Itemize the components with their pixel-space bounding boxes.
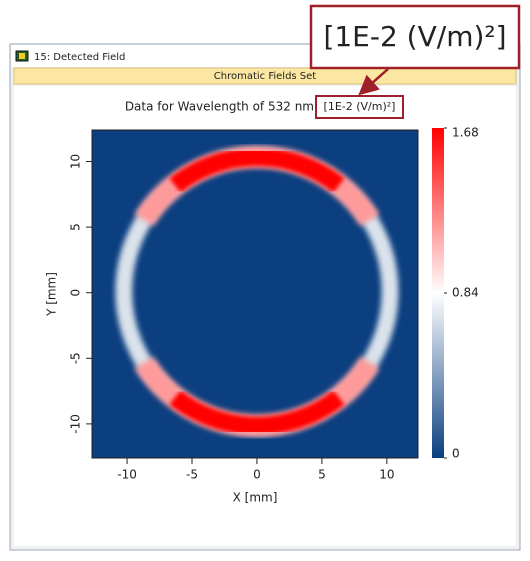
callout-arrow <box>358 68 389 96</box>
y-axis-label: Y [mm] <box>45 272 59 317</box>
window-icon-center <box>19 53 25 59</box>
x-axis-label: X [mm] <box>233 491 278 505</box>
heatmap-background <box>92 130 418 458</box>
y-tick-label: -10 <box>69 414 83 434</box>
tab-label[interactable]: Chromatic Fields Set <box>214 71 317 82</box>
x-tick-label: -5 <box>186 468 198 482</box>
colorbar <box>432 128 444 458</box>
y-tick-label: 5 <box>69 223 83 231</box>
callout-box <box>309 4 521 70</box>
x-tick-label: 10 <box>379 468 394 482</box>
colorbar-tick-label: 0 <box>452 447 460 461</box>
plot-frame <box>91 129 419 459</box>
ring-peak <box>169 390 345 435</box>
window-title: 15: Detected Field <box>34 52 125 63</box>
x-tick-label: 0 <box>253 468 261 482</box>
unit-highlight <box>315 95 404 119</box>
chart-title: Data for Wavelength of 532 nm <box>125 100 314 114</box>
heatmap <box>92 130 418 458</box>
colorbar-tick-label: 0.84 <box>452 286 479 300</box>
y-tick-label: 10 <box>69 154 83 169</box>
y-tick-label: -5 <box>69 352 83 364</box>
x-tick-label: -10 <box>117 468 137 482</box>
callout-text: [1E-2 (V/m)²] <box>323 20 506 53</box>
chart-unit: [1E-2 (V/m)²] <box>324 100 396 113</box>
tab-bar[interactable] <box>13 67 517 85</box>
colorbar-tick-label: 1.68 <box>452 126 479 140</box>
ring-peak <box>169 147 345 193</box>
x-tick-label: 5 <box>318 468 326 482</box>
y-tick-label: 0 <box>69 289 83 297</box>
